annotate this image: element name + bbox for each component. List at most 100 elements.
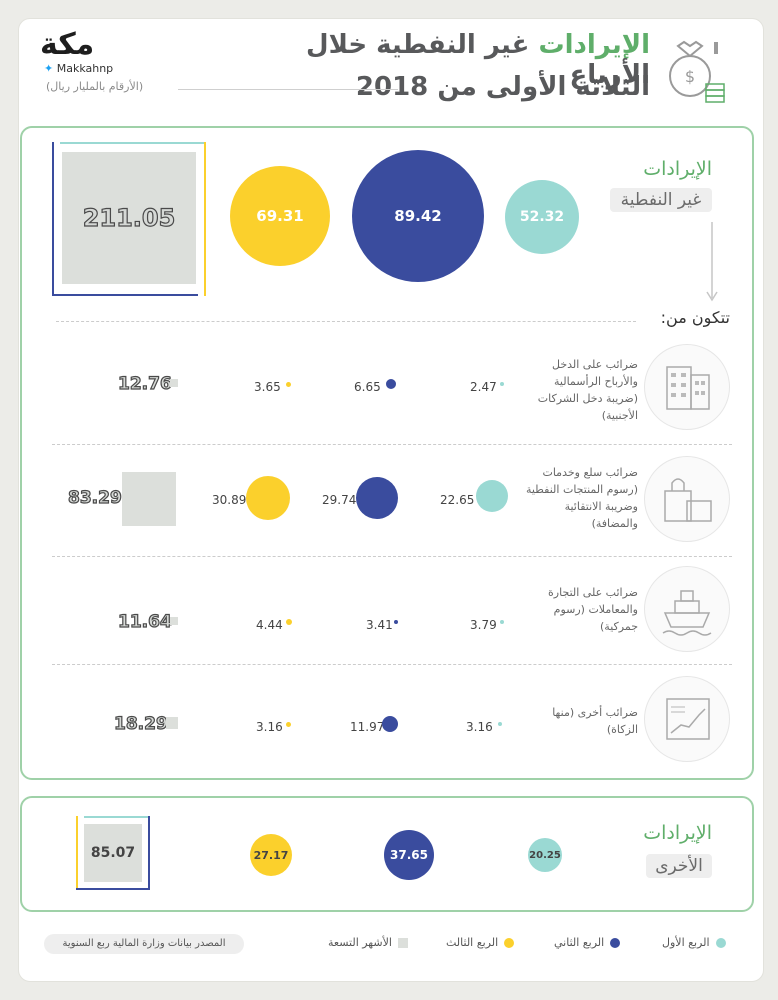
- q1-entry: 3.79: [470, 614, 504, 633]
- svg-text:$: $: [685, 67, 695, 86]
- logo: مكة: [40, 27, 95, 62]
- q3-dot: [246, 476, 290, 520]
- q1-value: 3.79: [470, 618, 497, 632]
- q3-value: 30.89: [212, 493, 247, 507]
- q3-value: 27.17: [253, 848, 289, 862]
- nine-months-value: 211.05: [82, 203, 176, 232]
- nine-months-entry: 18.29: [113, 713, 178, 735]
- consists-of-label: تتكون من:: [660, 308, 730, 327]
- q1-dot: [500, 620, 504, 624]
- category-label: ضرائب على التجارة والمعاملات (رسوم جمركي…: [548, 586, 638, 633]
- frame-right: [204, 142, 206, 296]
- q3-value: 3.16: [256, 720, 283, 734]
- q3-entry: 3.65: [254, 376, 291, 395]
- legend-q3: الربع الثالث: [446, 936, 515, 949]
- legend-q1: الربع الأول: [662, 936, 726, 949]
- q2-dot: [394, 620, 398, 624]
- category-label: ضرائب على الدخل والأرباح الرأسمالية (ضري…: [537, 358, 638, 422]
- page-title: الإيرادات غير النفطية خلال الأرباع: [230, 30, 650, 90]
- ship-icon: [662, 590, 712, 636]
- legend-q1-label: الربع الأول: [662, 936, 710, 949]
- chart-icon: [666, 698, 710, 740]
- category-icon-container: [644, 676, 730, 762]
- shopping-bag-icon: [664, 478, 712, 522]
- category-icon-container: [644, 344, 730, 430]
- building-icon: [666, 366, 710, 410]
- q3-dot: [286, 722, 291, 727]
- q2-entry: 3.41: [366, 614, 398, 633]
- non-oil-label: الإيرادات: [643, 158, 712, 180]
- q1-dot: [498, 722, 502, 726]
- q2-value: 37.65: [390, 848, 428, 862]
- q3-entry: 30.89: [212, 476, 290, 520]
- q1-value: 2.47: [470, 380, 497, 394]
- nine-months-value: 83.29: [67, 487, 122, 508]
- legend-q3-dot: [504, 937, 515, 948]
- q2-entry: 11.97: [350, 716, 398, 735]
- divider: [52, 664, 732, 665]
- q1-circle: 52.32: [505, 180, 579, 254]
- q3-circle: 27.17: [250, 834, 292, 876]
- category-icon-container: [644, 456, 730, 542]
- legend-q2-dot: [610, 937, 621, 948]
- q3-circle: 69.31: [230, 166, 330, 266]
- q2-value: 3.41: [366, 618, 393, 632]
- q2-entry: 29.74: [322, 477, 398, 519]
- frame-top: [84, 816, 150, 818]
- legend-nine-months-square: [397, 937, 408, 948]
- nine-months-square: [170, 379, 178, 387]
- arrow-down-icon: [706, 222, 718, 302]
- q2-value: 11.97: [350, 720, 385, 734]
- divider: [52, 556, 732, 557]
- nine-months-square: [170, 617, 178, 625]
- q3-value: 4.44: [256, 618, 283, 632]
- q2-entry: 6.65: [354, 376, 396, 395]
- legend-q2: الربع الثاني: [554, 936, 621, 949]
- legend-q1-dot: [715, 937, 726, 948]
- q1-circle: 20.25: [528, 838, 562, 872]
- other-label: الإيرادات: [643, 822, 712, 844]
- q1-dot: [500, 382, 504, 386]
- other-revenue-section: [20, 796, 754, 912]
- divider: [56, 321, 636, 322]
- nine-months-square: 85.07: [84, 824, 142, 882]
- q2-dot: [386, 379, 396, 389]
- q3-entry: 4.44: [256, 614, 292, 633]
- frame-right: [148, 816, 150, 890]
- nine-months-square: [122, 472, 176, 526]
- money-bag-icon: $: [669, 40, 725, 103]
- other-sublabel: الأخرى: [646, 854, 712, 878]
- q2-dot: [382, 716, 398, 732]
- q3-value: 69.31: [256, 207, 304, 225]
- q1-value: 52.32: [519, 209, 565, 225]
- legend-q3-label: الربع الثالث: [446, 936, 499, 949]
- non-oil-section: [20, 126, 754, 780]
- frame-top: [60, 142, 206, 144]
- q2-dot: [356, 477, 398, 519]
- q3-value: 3.65: [254, 380, 281, 394]
- nine-months-entry: 83.29: [67, 472, 176, 526]
- legend-nine-months: الأشهر التسعة: [328, 936, 408, 949]
- nine-months-value: 85.07: [90, 845, 136, 861]
- q2-value: 6.65: [354, 380, 381, 394]
- q1-value: 3.16: [466, 720, 493, 734]
- nine-months-entry: 11.64: [117, 611, 178, 633]
- handle-text: Makkahnp: [56, 62, 114, 75]
- frame-left: [52, 142, 54, 296]
- frame-left: [76, 816, 78, 890]
- divider: [178, 89, 398, 90]
- frame-bottom: [52, 294, 198, 296]
- category-label: ضرائب أخرى (منها الزكاة): [552, 706, 638, 736]
- q2-circle: 37.65: [384, 830, 434, 880]
- q1-entry: 2.47: [470, 376, 504, 395]
- legend-q2-label: الربع الثاني: [554, 936, 605, 949]
- nine-months-entry: 12.76: [117, 373, 178, 395]
- category-icon-container: [644, 566, 730, 652]
- nine-months-value: 18.29: [113, 713, 168, 734]
- divider: [52, 444, 732, 445]
- q2-circle: 89.42: [352, 150, 484, 282]
- q1-entry: 3.16: [466, 716, 502, 735]
- twitter-handle: ✦ Makkahnp: [44, 62, 113, 75]
- q2-value: 29.74: [322, 493, 357, 507]
- non-oil-sublabel: غير النفطية: [610, 188, 712, 212]
